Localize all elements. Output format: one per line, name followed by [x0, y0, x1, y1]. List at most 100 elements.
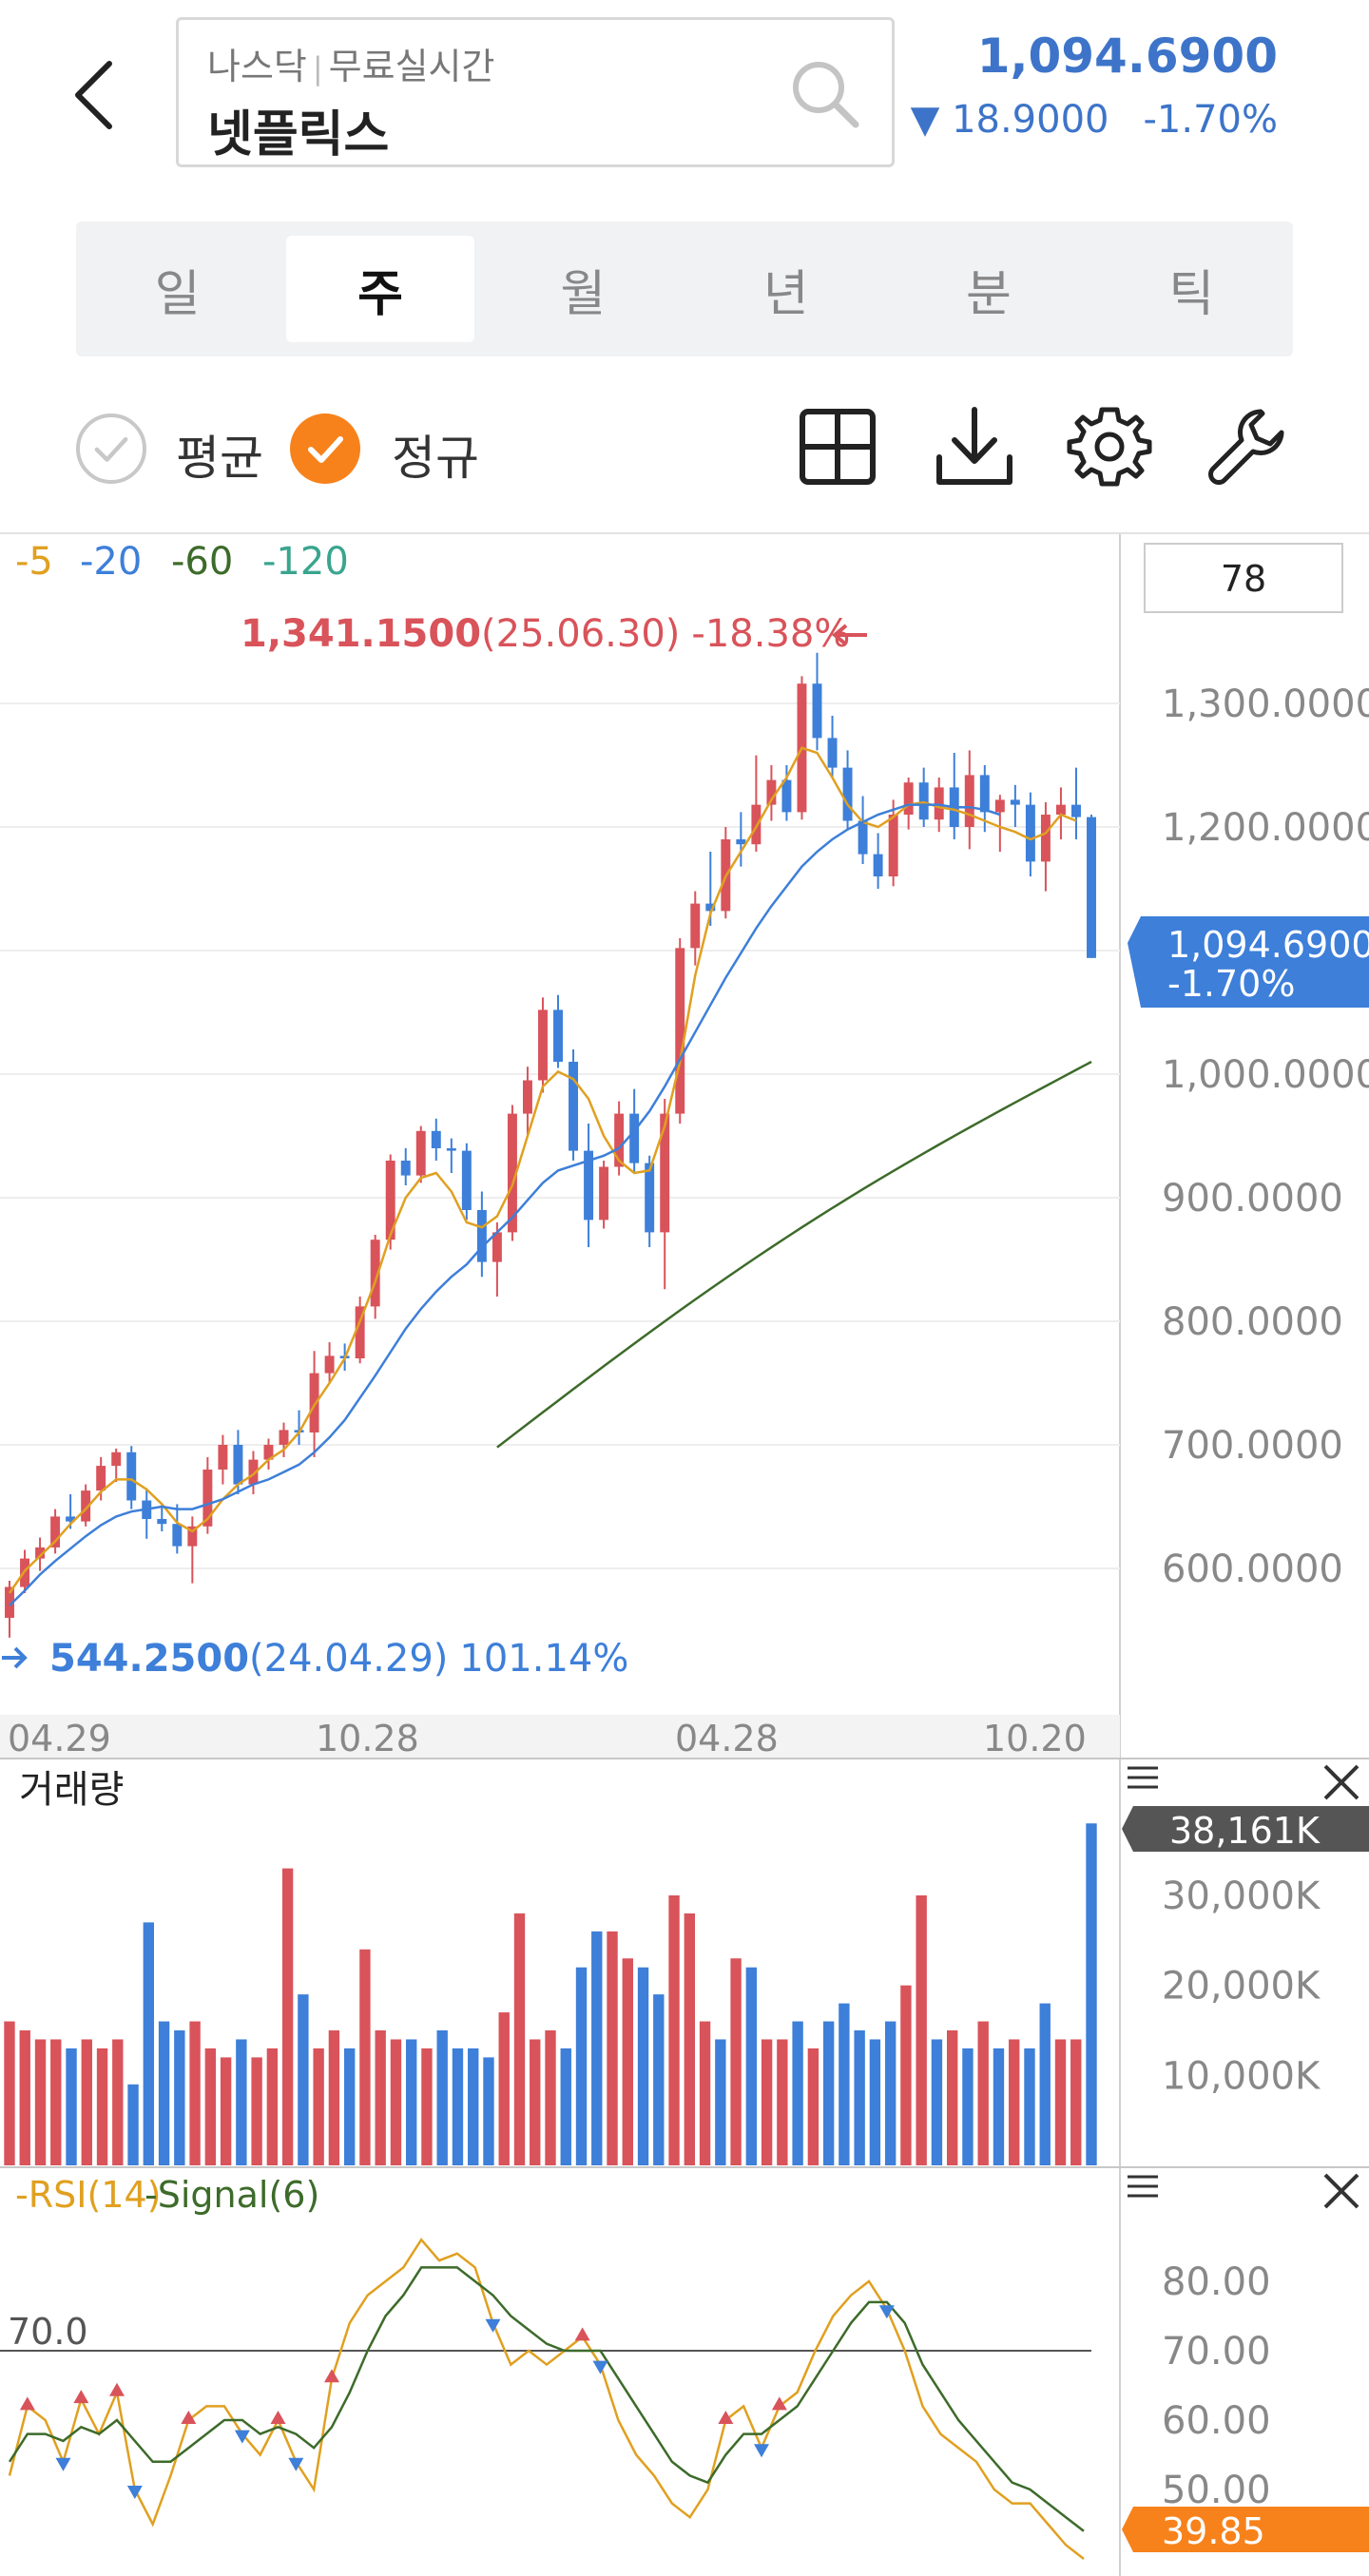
volume-bar [699, 2021, 711, 2165]
rsi-y-tick: 60.00 [1162, 2399, 1271, 2443]
change-percent: -1.70% [1143, 98, 1278, 142]
period-input[interactable] [1144, 543, 1343, 613]
gear-icon[interactable] [1067, 404, 1152, 490]
candle-body [660, 1113, 670, 1233]
volume-bar [513, 1913, 526, 2165]
tab-minute[interactable]: 분 [966, 265, 1012, 323]
stock-chart[interactable]: -5 -20 -60 -120 78 1,300.0000 1,200.0000 1… [0, 534, 1369, 2576]
wrench-icon[interactable] [1204, 404, 1289, 490]
search-icon[interactable] [787, 56, 863, 132]
volume-bar [1039, 2003, 1051, 2165]
volume-bar [390, 2039, 402, 2165]
current-price-tag-change: -1.70% [1167, 963, 1295, 1005]
average-label[interactable]: 평균 [176, 431, 263, 486]
buy-signal-icon [73, 2390, 89, 2404]
candle-body [599, 1166, 609, 1221]
volume-bar [4, 2021, 15, 2165]
high-arrow-icon [831, 624, 867, 646]
x-label: 04.29 [8, 1718, 111, 1759]
tab-year[interactable]: 년 [762, 265, 809, 323]
high-annotation: 1,341.1500(25.06.30) -18.38% [241, 612, 867, 656]
candle-body [263, 1445, 274, 1460]
rsi-reference-label: 70.0 [8, 2311, 88, 2353]
volume-bar [869, 2039, 881, 2165]
tab-tick[interactable]: 틱 [1168, 265, 1215, 323]
volume-bar [66, 2047, 77, 2165]
candle-body [903, 782, 914, 815]
tab-day[interactable]: 일 [154, 265, 201, 323]
volume-bar [1054, 2039, 1067, 2165]
volume-bar [452, 2047, 464, 2165]
rsi-current-tag [1122, 2507, 1369, 2552]
candle-body [979, 775, 990, 813]
volume-bar [266, 2047, 279, 2165]
candle-body [1055, 804, 1066, 815]
svg-text:1,341.1500(25.06.30)-18.38%: 1,341.1500(25.06.30) -18.38% [241, 612, 850, 656]
x-axis-band [0, 1715, 1120, 1759]
volume-bar [839, 2003, 850, 2165]
tab-month[interactable]: 월 [560, 265, 607, 323]
change-arrow-icon: ▼ [910, 98, 940, 142]
average-checkbox[interactable] [76, 413, 146, 484]
tab-week[interactable]: 주 [286, 236, 474, 342]
low-value: 544.2500 [49, 1637, 249, 1681]
candle-body [81, 1490, 91, 1522]
candle-body [522, 1080, 532, 1114]
candle-body [1025, 804, 1035, 862]
volume-close-icon[interactable] [1323, 1764, 1359, 1800]
candle-body [50, 1516, 61, 1548]
volume-menu-icon[interactable] [1128, 1766, 1158, 1789]
y-tick-label: 900.0000 [1162, 1177, 1343, 1221]
volume-bar [359, 1949, 371, 2165]
volume-bar [174, 2030, 185, 2165]
signal-line [8, 2266, 1085, 2532]
volume-bar [730, 1958, 742, 2165]
stock-search-box[interactable]: 나스닥 | 무료실시간 넷플릭스 [176, 17, 895, 167]
chart-top-divider [0, 532, 1369, 534]
candle-body [705, 903, 716, 912]
back-icon[interactable] [57, 52, 133, 138]
candle-body [629, 1113, 640, 1163]
sell-signal-icon [878, 2305, 895, 2319]
volume-bar [313, 2047, 324, 2165]
ma5-legend: -5 [15, 540, 53, 584]
regular-label[interactable]: 정규 [392, 431, 479, 486]
volume-bars [4, 1823, 1097, 2165]
grid-layout-icon[interactable] [795, 404, 880, 490]
candle-body [324, 1355, 335, 1374]
rsi-lines [8, 2238, 1085, 2560]
volume-current-value: 38,161K [1169, 1810, 1321, 1852]
volume-bar [421, 2047, 433, 2165]
candle-body [538, 1009, 548, 1081]
candle-body [1087, 817, 1096, 958]
x-label: 10.20 [983, 1718, 1087, 1759]
current-price: 1,094.6900 [976, 29, 1278, 84]
candle-body [5, 1586, 14, 1618]
volume-bar [220, 2057, 232, 2165]
candle-body [476, 1210, 487, 1262]
y-tick-label: 700.0000 [1162, 1424, 1343, 1468]
rsi-close-icon[interactable] [1323, 2173, 1359, 2209]
volume-bar [715, 2039, 726, 2165]
download-icon[interactable] [932, 404, 1017, 490]
candle-body [645, 1163, 655, 1233]
period-input-value[interactable]: 78 [1221, 558, 1266, 600]
low-arrow-icon [2, 1646, 28, 1669]
candle-body [431, 1130, 441, 1148]
price-change: ▼ 18.9000 -1.70% [911, 98, 1278, 142]
volume-bar [96, 2047, 108, 2165]
volume-bar [993, 2047, 1005, 2165]
sell-signal-icon [754, 2444, 769, 2458]
volume-bar [545, 2030, 556, 2165]
candle-body [218, 1445, 228, 1470]
candles [5, 652, 1096, 1638]
regular-checkbox[interactable] [290, 413, 360, 484]
candle-body [569, 1062, 579, 1151]
rsi-menu-icon[interactable] [1128, 2175, 1158, 2198]
candle-body [172, 1524, 183, 1547]
ma120-legend: -120 [262, 540, 349, 584]
low-pct: 101.14% [459, 1637, 628, 1681]
volume-bar [931, 2039, 943, 2165]
ma20-line [9, 803, 1001, 1606]
volume-bar [204, 2047, 217, 2165]
